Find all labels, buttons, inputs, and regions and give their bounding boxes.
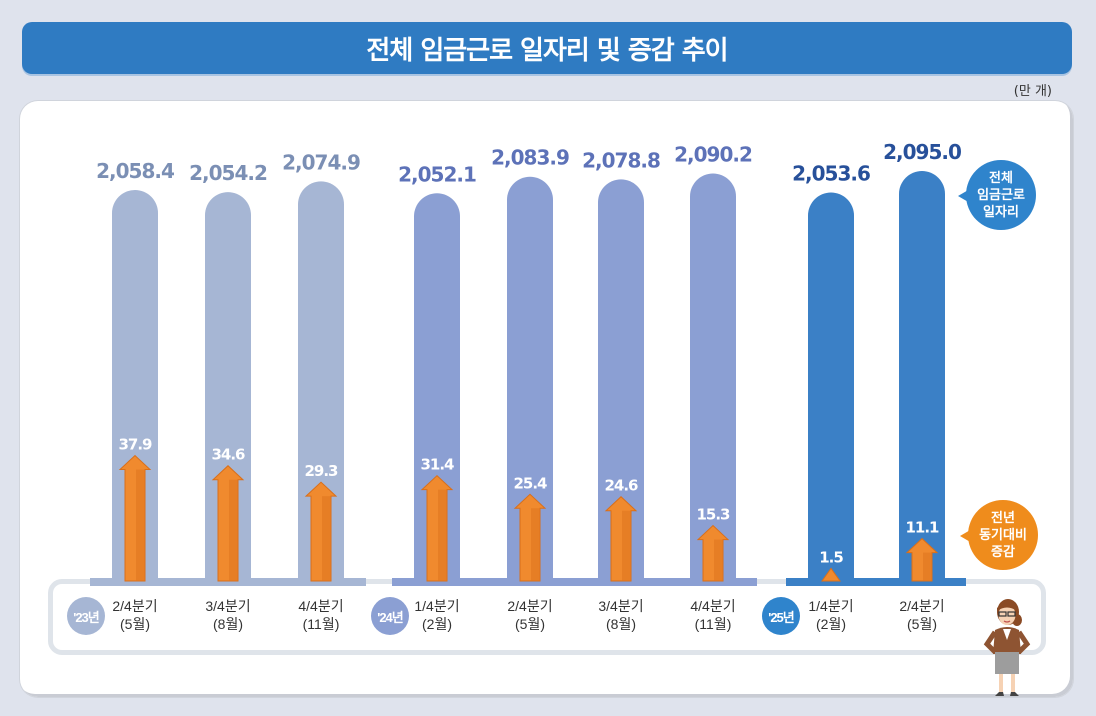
total-bar — [112, 190, 158, 581]
total-value-label: 2,058.4 — [96, 159, 174, 183]
change-arrow — [513, 493, 547, 582]
total-bar — [598, 179, 644, 581]
month-label: (5월) — [515, 616, 545, 632]
quarter-label: 1/4분기 — [414, 598, 460, 614]
change-arrow — [604, 496, 638, 582]
category-label: 3/4분기 (8월) — [576, 597, 666, 633]
change-value-label: 25.4 — [513, 474, 547, 492]
quarter-label: 3/4분기 — [205, 598, 251, 614]
change-value-label: 37.9 — [118, 436, 152, 454]
total-value-label: 2,090.2 — [674, 142, 752, 166]
month-label: (11월) — [694, 616, 732, 632]
total-value-label: 2,052.1 — [398, 162, 476, 186]
chart-title: 전체 임금근로 일자리 및 증감 추이 — [366, 35, 728, 66]
change-arrow — [118, 454, 152, 582]
total-bar — [690, 173, 736, 582]
change-arrow-shade — [438, 489, 447, 581]
woman-illustration-icon — [983, 599, 1031, 696]
total-value-label: 2,053.6 — [792, 161, 870, 185]
total-bar — [899, 170, 945, 581]
quarter-label: 2/4분기 — [899, 598, 945, 614]
quarter-label: 2/4분기 — [507, 598, 553, 614]
change-arrow-shade — [714, 539, 723, 581]
year-badge-2024: '24년 — [371, 597, 409, 635]
total-value-label: 2,074.9 — [282, 150, 360, 174]
category-label: 1/4분기 (2월) — [392, 597, 482, 633]
total-bar — [298, 181, 344, 582]
title-bar: 전체 임금근로 일자리 및 증감 추이 — [22, 22, 1072, 74]
total-value-label: 2,054.2 — [189, 161, 267, 185]
callout-total-jobs: 전체 임금근로 일자리 — [958, 160, 1036, 230]
change-value-label: 11.1 — [905, 519, 939, 537]
change-value-label: 24.6 — [604, 477, 638, 495]
change-arrow — [211, 465, 245, 582]
category-label: 3/4분기 (8월) — [183, 597, 273, 633]
baseline-2024 — [392, 578, 757, 586]
change-value-label: 1.5 — [819, 548, 843, 566]
month-label: (8월) — [213, 616, 243, 632]
change-arrow-shade — [136, 469, 145, 581]
change-value-label: 15.3 — [696, 506, 730, 524]
change-arrow-shade — [531, 508, 540, 581]
quarter-label: 4/4분기 — [298, 598, 344, 614]
month-label: (2월) — [422, 616, 452, 632]
change-arrow-shade — [923, 552, 932, 581]
total-value-label: 2,095.0 — [883, 140, 961, 164]
baseline-2023 — [90, 578, 366, 586]
category-label: 2/4분기 (5월) — [877, 597, 967, 633]
total-value-label: 2,083.9 — [491, 146, 569, 170]
month-label: (5월) — [907, 616, 937, 632]
change-value-label: 29.3 — [304, 462, 338, 480]
change-arrow — [304, 481, 338, 582]
callout-total-line3: 일자리 — [983, 204, 1019, 220]
total-bar — [205, 192, 251, 581]
category-label: 2/4분기 (5월) — [485, 597, 575, 633]
category-label: 4/4분기 (11월) — [276, 597, 366, 633]
change-arrow-shade — [322, 496, 331, 581]
baseline-2025 — [786, 578, 966, 586]
month-label: (8월) — [606, 616, 636, 632]
change-value-label: 31.4 — [420, 456, 454, 474]
total-bar — [808, 192, 854, 581]
change-value-label: 34.6 — [211, 446, 245, 464]
category-label: 2/4분기 (5월) — [90, 597, 180, 633]
change-arrow-shade — [622, 510, 631, 581]
category-label: 1/4분기 (2월) — [786, 597, 876, 633]
change-arrow — [420, 474, 454, 582]
callout-change-line1: 전년 — [991, 510, 1015, 526]
quarter-label: 2/4분기 — [112, 598, 158, 614]
callout-change-line2: 동기대비 — [979, 527, 1027, 543]
month-label: (11월) — [302, 616, 340, 632]
month-label: (2월) — [816, 616, 846, 632]
quarter-label: 4/4분기 — [690, 598, 736, 614]
total-value-label: 2,078.8 — [582, 148, 660, 172]
quarter-label: 3/4분기 — [598, 598, 644, 614]
callout-total-line2: 임금근로 — [977, 187, 1025, 203]
change-arrow-shade — [229, 479, 238, 581]
callout-yoy-change: 전년 동기대비 증감 — [960, 500, 1038, 570]
total-bar — [414, 193, 460, 581]
total-bar — [507, 176, 553, 582]
year-badge-2025: '25년 — [762, 597, 800, 635]
callout-change-line3: 증감 — [991, 544, 1015, 560]
category-label: 4/4분기 (11월) — [668, 597, 758, 633]
callout-total-line1: 전체 — [989, 170, 1013, 186]
month-label: (5월) — [120, 616, 150, 632]
change-arrow — [821, 567, 841, 582]
unit-label: (만 개) — [1013, 84, 1052, 99]
year-badge-2023: '23년 — [67, 597, 105, 635]
quarter-label: 1/4분기 — [808, 598, 854, 614]
